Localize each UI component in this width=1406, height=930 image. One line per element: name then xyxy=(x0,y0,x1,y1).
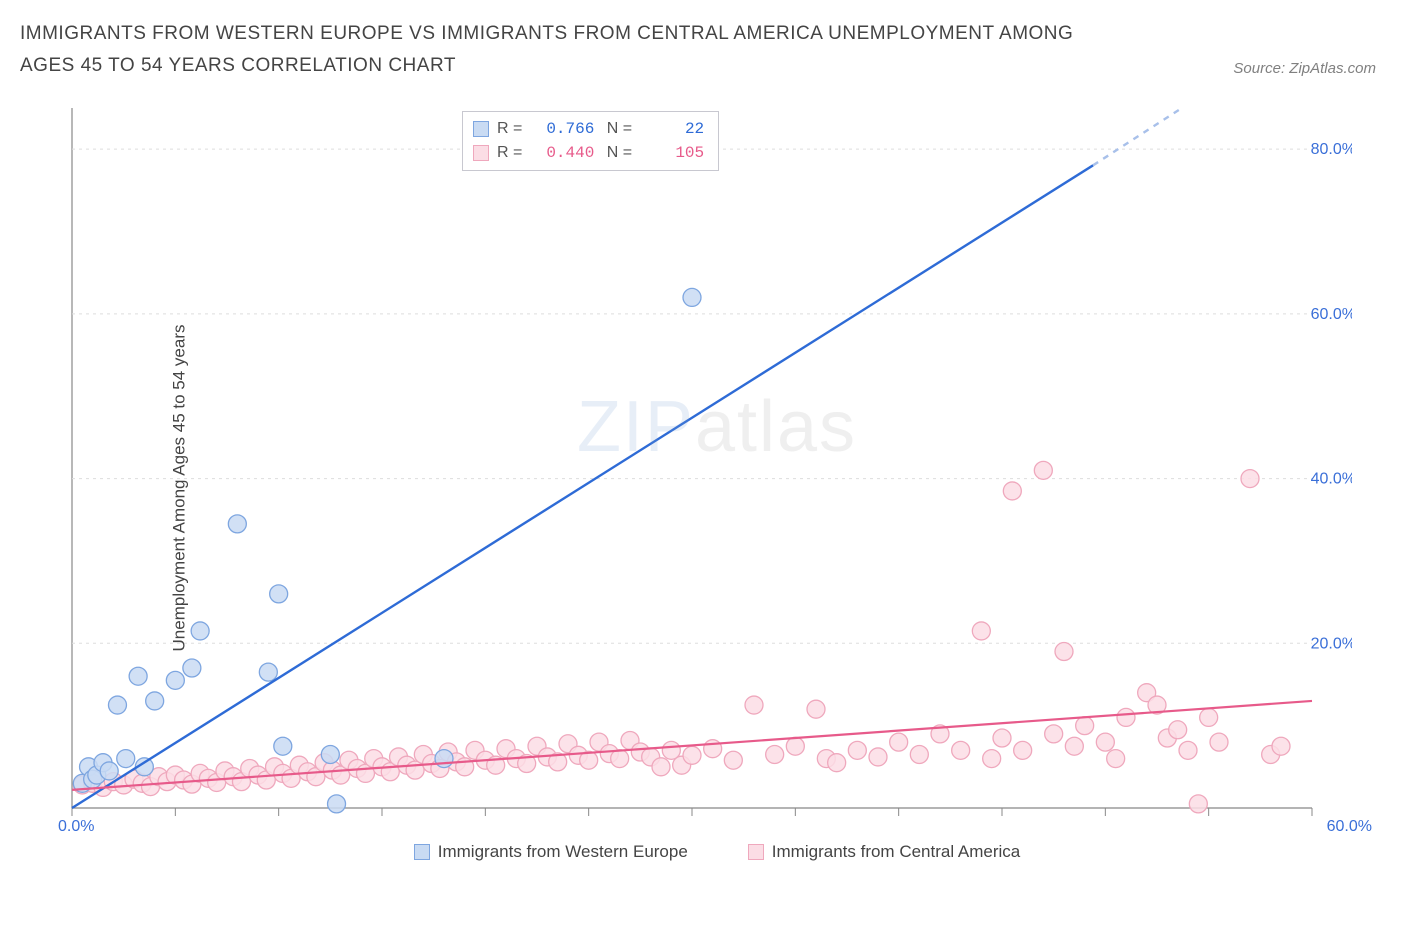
bottom-legend: Immigrants from Western Europe Immigrant… xyxy=(52,842,1382,862)
chart-title: IMMIGRANTS FROM WESTERN EUROPE VS IMMIGR… xyxy=(20,18,1120,83)
bottom-label-1: Immigrants from Central America xyxy=(772,842,1020,862)
r-label-1: R = xyxy=(497,141,522,165)
source-attribution: Source: ZipAtlas.com xyxy=(1233,60,1376,83)
scatter-plot: 20.0% 40.0% 60.0% 80.0% xyxy=(52,108,1352,868)
y-axis-label: Unemployment Among Ages 45 to 54 years xyxy=(169,325,189,652)
chart-area: Unemployment Among Ages 45 to 54 years 2… xyxy=(52,108,1382,868)
stat-row-series-1: R = 0.440 N = 105 xyxy=(473,141,704,165)
stat-row-series-0: R = 0.766 N = 22 xyxy=(473,117,704,141)
source-prefix: Source: xyxy=(1233,60,1289,77)
svg-text:80.0%: 80.0% xyxy=(1311,141,1352,158)
bottom-swatch-0 xyxy=(414,844,430,860)
statistics-legend: R = 0.766 N = 22 R = 0.440 N = 105 xyxy=(462,111,719,171)
bottom-swatch-1 xyxy=(748,844,764,860)
svg-text:40.0%: 40.0% xyxy=(1311,471,1352,488)
r-value-0: 0.766 xyxy=(530,117,594,141)
bottom-legend-item-1: Immigrants from Central America xyxy=(748,842,1020,862)
bottom-legend-item-0: Immigrants from Western Europe xyxy=(414,842,688,862)
n-value-1: 105 xyxy=(640,141,704,165)
r-value-1: 0.440 xyxy=(530,141,594,165)
x-axis-max-label: 60.0% xyxy=(1327,818,1372,836)
r-label-0: R = xyxy=(497,117,522,141)
bottom-label-0: Immigrants from Western Europe xyxy=(438,842,688,862)
svg-text:20.0%: 20.0% xyxy=(1311,635,1352,652)
n-label-0: N = xyxy=(602,117,632,141)
header: IMMIGRANTS FROM WESTERN EUROPE VS IMMIGR… xyxy=(0,0,1406,83)
source-name: ZipAtlas.com xyxy=(1289,60,1376,77)
n-label-1: N = xyxy=(602,141,632,165)
svg-text:60.0%: 60.0% xyxy=(1311,306,1352,323)
legend-swatch-1 xyxy=(473,145,489,161)
x-axis-min-label: 0.0% xyxy=(58,818,94,836)
legend-swatch-0 xyxy=(473,121,489,137)
n-value-0: 22 xyxy=(640,117,704,141)
